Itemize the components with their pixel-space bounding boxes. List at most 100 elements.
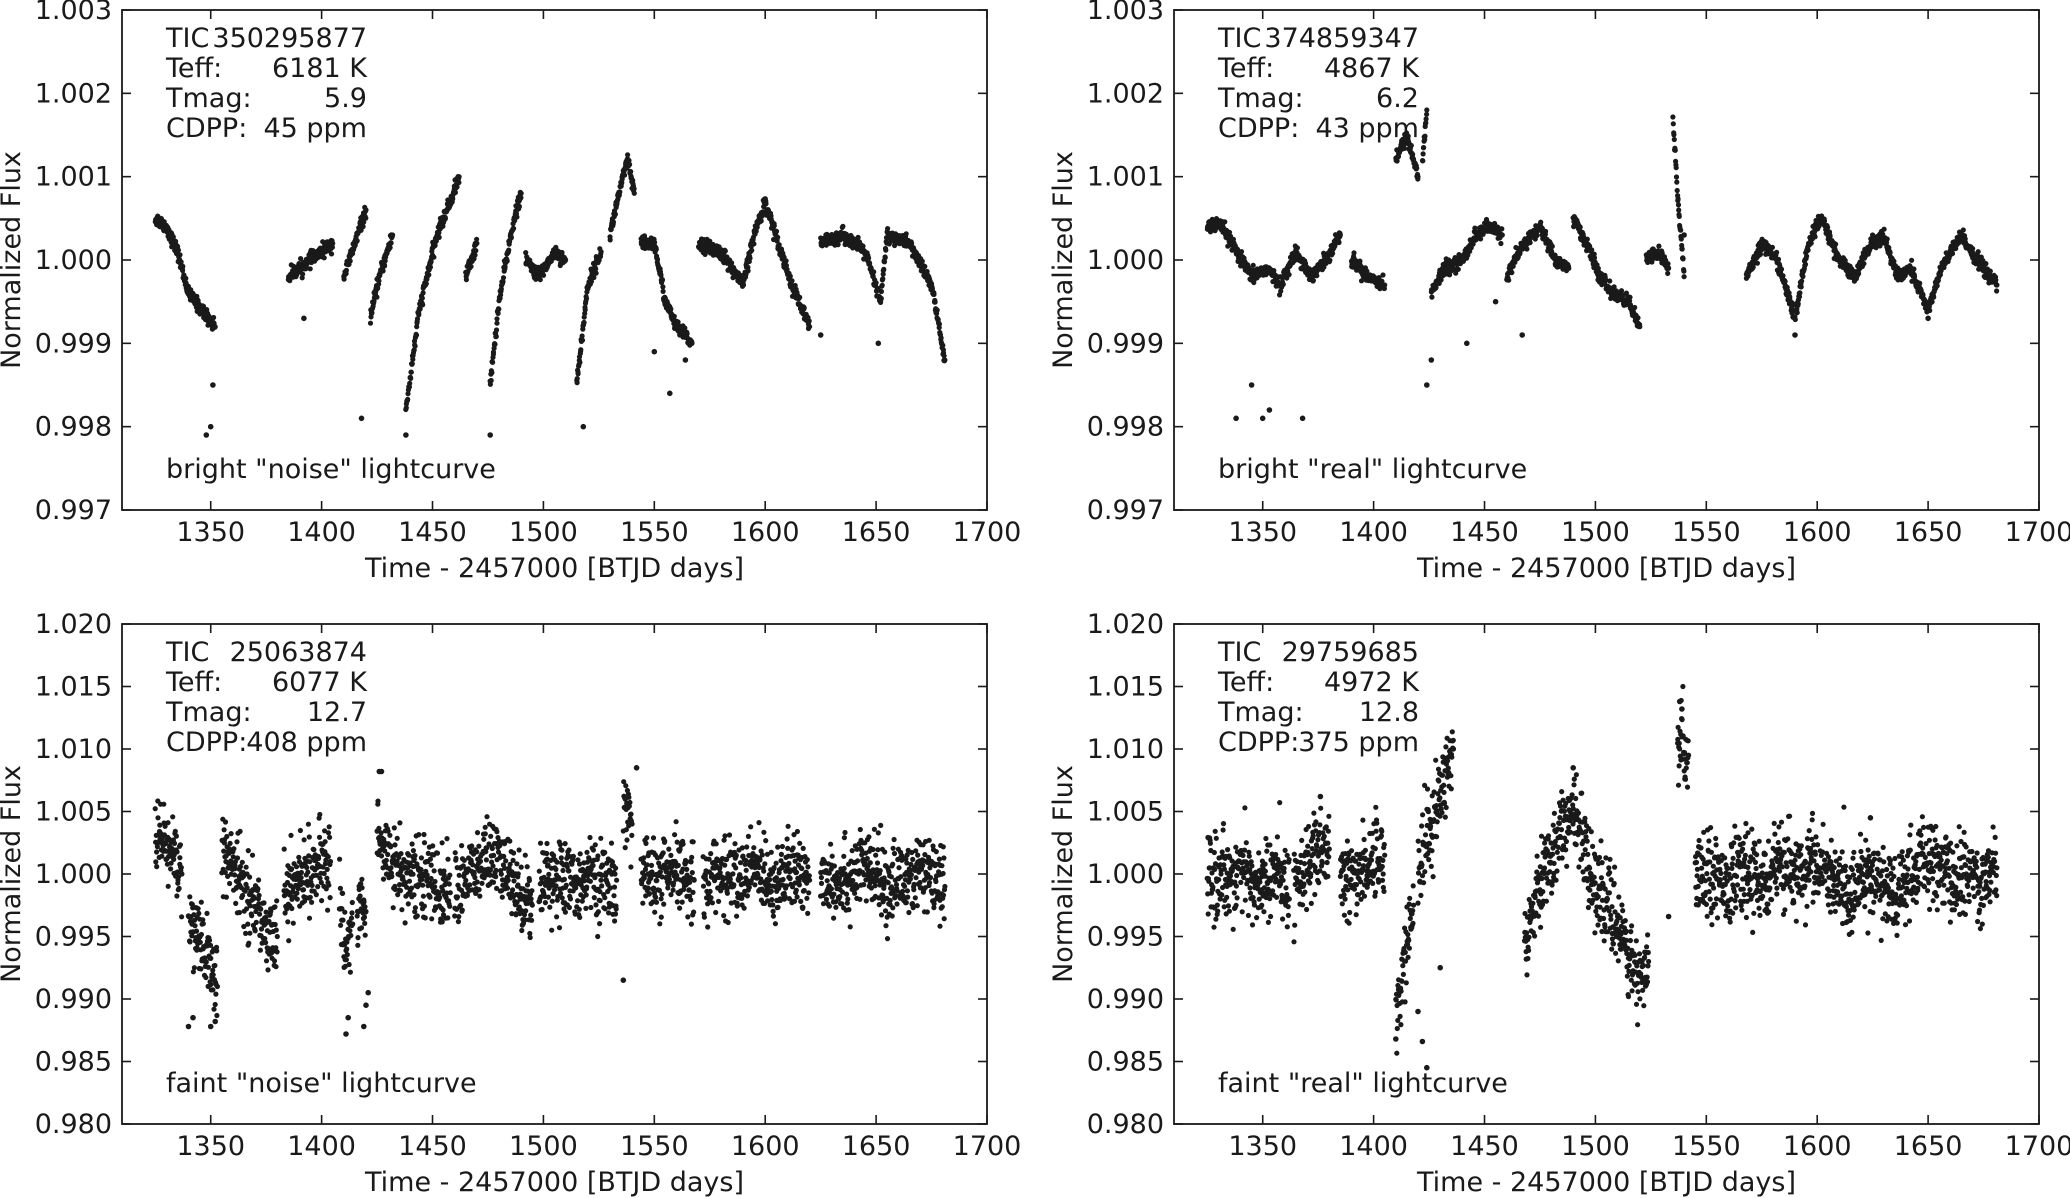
data-point (428, 259, 434, 265)
data-point (410, 848, 416, 854)
data-point (274, 898, 280, 904)
data-point (200, 921, 206, 927)
data-point (281, 846, 287, 852)
data-point (347, 258, 353, 264)
data-point (271, 958, 278, 964)
data-point (1538, 219, 1544, 225)
data-point (414, 316, 421, 322)
data-point (258, 906, 264, 912)
data-point (1911, 266, 1917, 272)
data-point (408, 369, 414, 375)
data-point (1429, 294, 1435, 300)
data-point (390, 232, 396, 238)
outlier-point (358, 415, 365, 422)
data-point (516, 203, 523, 210)
data-point (474, 236, 480, 242)
data-point (208, 981, 214, 988)
data-point (1679, 246, 1685, 252)
data-point (420, 893, 426, 899)
y-tick-label: 0.997 (1087, 495, 1164, 526)
data-point (325, 907, 331, 913)
data-point (387, 245, 393, 251)
data-point (1286, 272, 1292, 278)
x-tick-label: 1350 (1228, 517, 1297, 548)
data-point (919, 258, 925, 264)
data-point (775, 234, 781, 240)
info-value: 45 ppm (263, 113, 367, 144)
data-point (154, 864, 160, 870)
data-point (1681, 268, 1687, 274)
data-point (193, 928, 200, 934)
data-point (653, 246, 659, 252)
data-point (1675, 196, 1681, 202)
x-tick-label: 1450 (398, 517, 467, 548)
data-point (1401, 145, 1407, 151)
data-point (383, 857, 389, 864)
data-point (380, 268, 386, 274)
data-point (315, 884, 321, 890)
data-point (309, 882, 315, 889)
data-point (1498, 240, 1504, 247)
data-point (414, 913, 420, 919)
data-point (412, 343, 418, 349)
data-point (256, 892, 262, 899)
data-point (1524, 246, 1530, 252)
data-point (265, 967, 271, 973)
data-point (860, 243, 866, 249)
data-point (619, 176, 625, 182)
data-point (1380, 272, 1386, 278)
data-point (231, 846, 237, 852)
data-point (426, 272, 432, 278)
data-point (1802, 261, 1809, 267)
data-point (1680, 256, 1686, 262)
x-tick-label: 1600 (1783, 517, 1852, 548)
data-point (433, 238, 439, 244)
data-point (361, 899, 367, 905)
data-point (431, 254, 437, 260)
data-point (932, 299, 938, 305)
data-point (559, 249, 565, 256)
data-point (1517, 250, 1523, 256)
data-point (1792, 316, 1798, 323)
data-point (212, 1001, 218, 1008)
data-point (402, 920, 408, 926)
data-point (337, 885, 343, 891)
data-point (294, 896, 300, 902)
data-point (1656, 243, 1662, 249)
data-point (607, 237, 613, 243)
data-point (165, 820, 171, 826)
data-point (369, 310, 375, 316)
y-tick-label: 0.998 (1087, 412, 1164, 443)
data-point (1618, 288, 1625, 294)
data-point (210, 972, 216, 978)
data-point (1794, 310, 1800, 316)
data-point (359, 885, 365, 891)
data-point (214, 948, 220, 954)
data-point (1909, 257, 1915, 263)
data-point (494, 320, 500, 326)
data-point (288, 832, 294, 839)
data-point (654, 256, 661, 262)
data-point (192, 923, 198, 929)
data-point (1627, 294, 1633, 300)
info-key: Teff: (1217, 53, 1274, 84)
data-point (658, 272, 664, 279)
data-point (390, 905, 396, 911)
data-point (1673, 165, 1679, 171)
data-point (1424, 111, 1430, 117)
data-point (1632, 304, 1638, 311)
data-point (1635, 315, 1641, 321)
data-point (500, 275, 507, 281)
data-point (257, 911, 263, 917)
data-point (1798, 284, 1804, 290)
data-point (350, 250, 356, 257)
data-point (180, 267, 186, 274)
data-point (418, 867, 424, 873)
data-point (380, 876, 387, 882)
data-point (410, 356, 416, 362)
data-point (1678, 236, 1684, 242)
data-point (1678, 227, 1684, 233)
data-point (1424, 107, 1430, 113)
data-point (490, 349, 497, 355)
data-point (593, 270, 599, 276)
